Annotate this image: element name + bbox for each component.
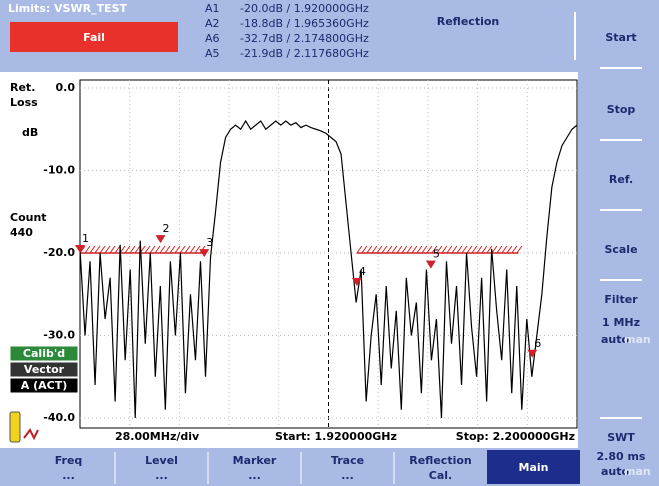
status: Fail xyxy=(83,31,105,44)
marker xyxy=(75,245,85,253)
softkey-value: 1 MHz xyxy=(602,316,640,329)
softkey-button[interactable]: ... xyxy=(62,469,75,482)
battery-icon xyxy=(9,411,21,443)
softkey-column xyxy=(578,0,659,486)
readout-value: -32.7dB / 2.174800GHz xyxy=(240,32,369,45)
softkey-label: SWT xyxy=(607,431,635,444)
readout-value: -18.8dB / 1.965360GHz xyxy=(240,17,369,30)
readout-label: A5 xyxy=(205,47,220,60)
div-label: 28.00MHz/div xyxy=(115,430,200,443)
softkey-active xyxy=(487,450,580,484)
marker-label: 4 xyxy=(359,265,366,278)
y-tick-label: -20.0 xyxy=(43,246,75,259)
softkey-button[interactable]: Marker xyxy=(233,454,277,467)
marker-label: 6 xyxy=(534,337,541,350)
marker-label: 1 xyxy=(82,232,89,245)
limits-name: Limits: VSWR_TEST xyxy=(8,2,128,15)
unit-label: Ret. xyxy=(10,81,35,94)
marker xyxy=(425,260,436,269)
count-label: Count xyxy=(10,211,47,224)
y-tick-label: -30.0 xyxy=(43,329,75,342)
softkey-button[interactable]: Level xyxy=(145,454,178,467)
marker-label: 3 xyxy=(206,236,213,249)
softkey-label: Ref. xyxy=(609,173,633,186)
softkey-button[interactable]: ... xyxy=(155,469,168,482)
unit-label: dB xyxy=(22,126,38,139)
marker-label: 5 xyxy=(433,248,440,261)
stop-label: Stop: 2.200000GHz xyxy=(456,430,575,443)
marker-label: 2 xyxy=(163,222,170,235)
readout-label: A6 xyxy=(205,32,220,45)
softkey-label: Filter xyxy=(604,293,638,306)
status-badge-text: A (ACT) xyxy=(21,379,68,392)
trace xyxy=(79,119,578,419)
softkey-value: 2.80 ms xyxy=(597,450,646,463)
unit-label: Loss xyxy=(10,96,38,109)
softkey-option: auto xyxy=(601,465,630,478)
status-badge-text: Vector xyxy=(24,363,65,376)
marker xyxy=(527,349,538,358)
softkey-button[interactable]: Cal. xyxy=(429,469,452,482)
softkey-label: Start xyxy=(605,31,636,44)
readout-label: A1 xyxy=(205,2,220,15)
readout-value: -20.0dB / 1.920000GHz xyxy=(240,2,369,15)
y-tick-label: 0.0 xyxy=(56,81,76,94)
softkey-button[interactable]: Freq xyxy=(55,454,83,467)
mode-title: Reflection xyxy=(437,15,499,28)
start-label: Start: 1.920000GHz xyxy=(275,430,397,443)
softkey-button[interactable]: ... xyxy=(248,469,261,482)
y-tick-label: -10.0 xyxy=(43,164,75,177)
limit-hatch xyxy=(356,245,523,254)
status-badge xyxy=(9,361,79,378)
fail-box xyxy=(10,22,178,52)
readout-value: -21.9dB / 2.117680GHz xyxy=(240,47,369,60)
status-badge-text: Calib'd xyxy=(23,347,65,360)
marker xyxy=(155,235,166,244)
limit-hatch xyxy=(79,245,206,254)
softkey-button[interactable]: Main xyxy=(519,461,549,474)
softkey-button[interactable]: ... xyxy=(341,469,354,482)
softkey-option: auto xyxy=(601,333,630,346)
status-badge xyxy=(9,377,79,394)
softkey-button[interactable]: Reflection xyxy=(409,454,471,467)
marker xyxy=(199,249,210,258)
count-value: 440 xyxy=(10,226,33,239)
softkey-label: Stop xyxy=(607,103,636,116)
plug-icon xyxy=(23,428,39,441)
status-badge xyxy=(9,345,79,362)
marker xyxy=(351,278,362,286)
softkey-button[interactable]: Trace xyxy=(331,454,364,467)
softkey-option: man xyxy=(624,465,651,478)
softkey-option: man xyxy=(624,333,651,346)
readout-label: A2 xyxy=(205,17,220,30)
y-tick-label: -40.0 xyxy=(43,411,75,424)
softkey-label: Scale xyxy=(604,243,637,256)
